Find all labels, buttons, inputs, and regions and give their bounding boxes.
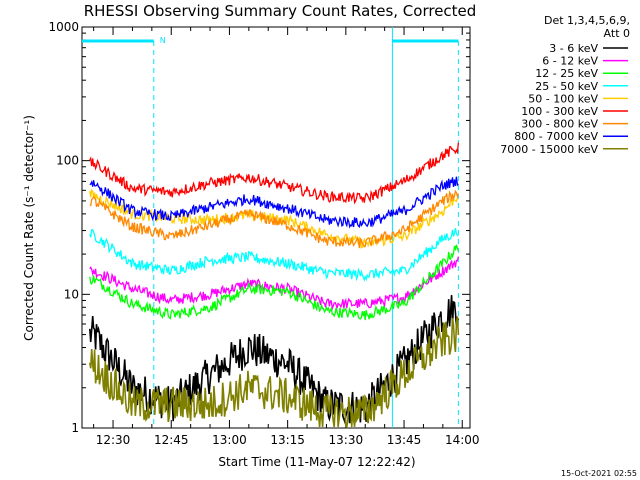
series-25-50-kev [89, 227, 459, 282]
legend-entry-label: 7000 - 15000 keV [500, 143, 598, 156]
legend-entry-label: 100 - 300 keV [521, 105, 598, 118]
x-tick-label: 12:45 [154, 433, 189, 447]
series-group [89, 142, 460, 429]
legend-entry-label: 800 - 7000 keV [514, 130, 598, 143]
x-tick-label: 13:30 [329, 433, 364, 447]
x-tick-label: 13:00 [212, 433, 247, 447]
x-axis: 12:30 12:45 13:00 13:15 13:30 13:45 14:00 [93, 27, 480, 447]
series-800-7000-kev [89, 176, 459, 229]
x-axis-label: Start Time (11-May-07 12:22:42) [218, 455, 415, 469]
y-tick-label: 1 [71, 421, 79, 435]
series-6-12-kev [89, 256, 460, 311]
x-tick-label: 14:00 [445, 433, 480, 447]
y-tick-label: 100 [56, 154, 79, 168]
plot-frame [81, 26, 471, 429]
legend-entry-label: 3 - 6 keV [549, 42, 598, 55]
series-12-25-kev [89, 244, 459, 321]
y-axis: 1 10 100 1000 [48, 20, 470, 435]
x-tick-label: 13:45 [387, 433, 422, 447]
render-timestamp: 15-Oct-2021 02:55 [561, 469, 637, 478]
y-tick-label: 10 [64, 287, 79, 301]
series-300-800-kev [89, 189, 460, 249]
legend-entry-label: 25 - 50 keV [535, 80, 598, 93]
legend-entry-label: 6 - 12 keV [542, 55, 598, 68]
x-tick-label: 13:15 [270, 433, 305, 447]
legend-entry-label: 300 - 800 keV [521, 118, 598, 131]
y-axis-label: Corrected Count Rate (s⁻¹ detector⁻¹) [22, 115, 36, 341]
series-7000-15000-kev [89, 316, 460, 429]
series-100-300-kev [89, 142, 460, 205]
night-label: N [160, 36, 166, 45]
y-tick-label: 1000 [48, 20, 79, 34]
legend-header: Det 1,3,4,5,6,9, [544, 14, 630, 27]
x-tick-label: 12:30 [96, 433, 131, 447]
chart-title: RHESSI Observing Summary Count Rates, Co… [84, 2, 477, 20]
legend-entry-label: 12 - 25 keV [535, 67, 598, 80]
legend-entry-label: 50 - 100 keV [528, 92, 598, 105]
legend-header: Att 0 [604, 27, 630, 40]
